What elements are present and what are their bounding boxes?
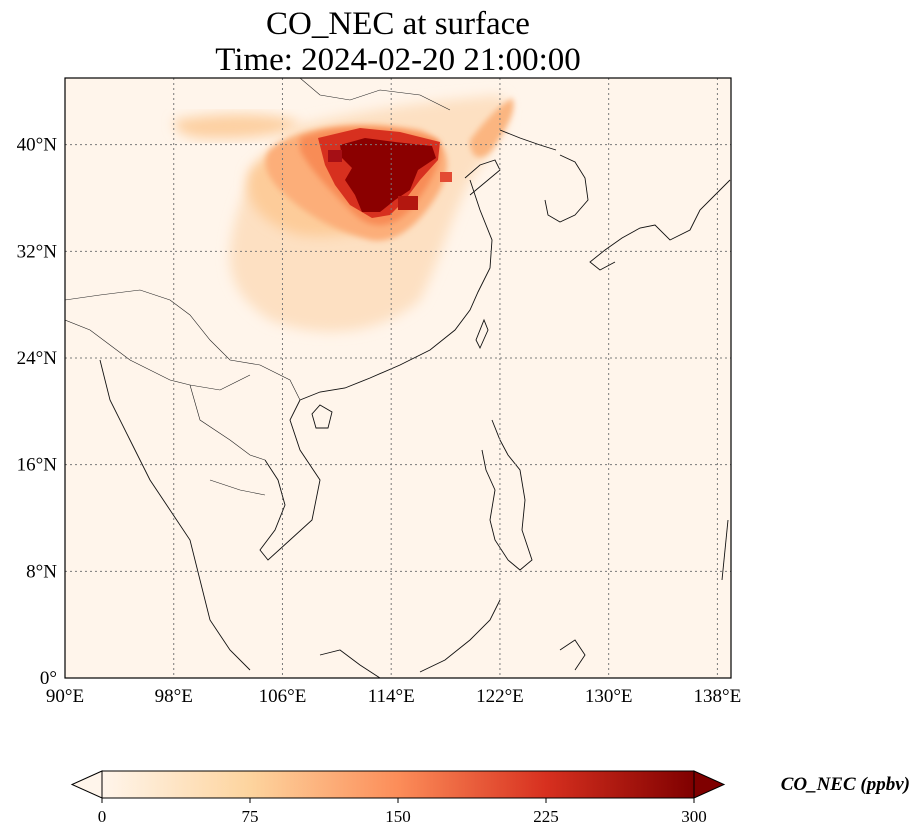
graticule (65, 78, 731, 678)
colorbar-tick-label: 300 (681, 807, 707, 826)
lat-tick-label: 0° (40, 668, 57, 689)
lon-tick-label: 106°E (259, 686, 307, 707)
longitude-labels: 90°E 98°E 106°E 114°E 122°E 130°E 138°E (46, 686, 741, 707)
colorbar-extend-min (70, 770, 103, 799)
lat-tick-label: 8°N (26, 561, 57, 582)
lon-tick-label: 98°E (155, 686, 193, 707)
colorbar-label: CO_NEC (ppbv) (781, 774, 910, 795)
co-concentration-field (174, 95, 514, 332)
map-subtitle-time: Time: 2024-02-20 21:00:00 (215, 42, 581, 78)
lat-tick-label: 16°N (17, 455, 58, 476)
lon-tick-label: 114°E (368, 686, 415, 707)
colorbar-gradient (102, 771, 694, 798)
colorbar-tick-label: 225 (533, 807, 559, 826)
map-frame (64, 77, 732, 679)
lat-tick-label: 24°N (17, 348, 58, 369)
country-borders (65, 78, 451, 496)
coastlines (99, 129, 731, 678)
lon-tick-label: 138°E (694, 686, 742, 707)
lon-tick-label: 130°E (585, 686, 633, 707)
map-title: CO_NEC at surface (266, 6, 530, 42)
colorbar-tick-label: 150 (385, 807, 411, 826)
colorbar: 0 75 150 225 300 CO_NEC (ppbv) (70, 770, 910, 826)
lon-tick-label: 122°E (476, 686, 524, 707)
lon-tick-label: 90°E (46, 686, 84, 707)
colorbar-extend-max (693, 770, 726, 799)
colorbar-tick-label: 75 (242, 807, 259, 826)
colorbar-tick-label: 0 (98, 807, 107, 826)
latitude-labels: 40°N 32°N 24°N 16°N 8°N 0° (17, 135, 58, 689)
lat-tick-label: 40°N (17, 135, 58, 156)
lat-tick-label: 32°N (17, 241, 58, 262)
